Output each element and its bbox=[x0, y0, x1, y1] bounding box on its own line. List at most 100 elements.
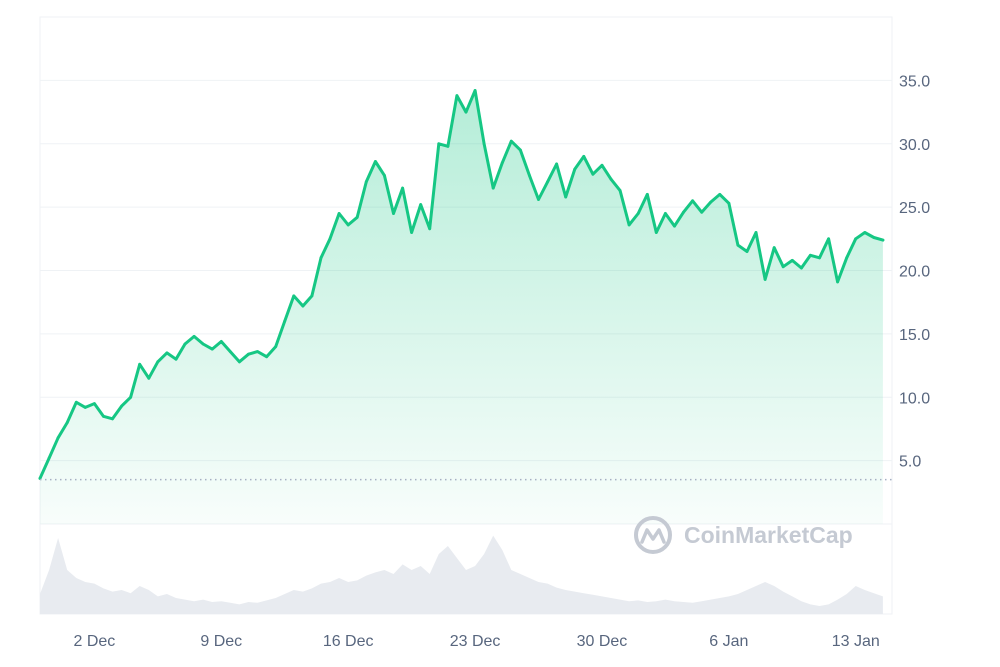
data-point[interactable] bbox=[455, 94, 459, 97]
data-point[interactable] bbox=[56, 436, 60, 440]
data-point[interactable] bbox=[120, 404, 123, 408]
data-point[interactable] bbox=[165, 351, 169, 355]
x-tick-label: 2 Dec bbox=[73, 633, 115, 650]
data-point[interactable] bbox=[428, 227, 432, 231]
data-point[interactable] bbox=[129, 395, 133, 399]
data-point[interactable] bbox=[528, 174, 531, 177]
data-point[interactable] bbox=[473, 89, 477, 92]
data-point[interactable] bbox=[573, 167, 577, 171]
data-point[interactable] bbox=[265, 355, 268, 359]
price-line-group[interactable] bbox=[38, 89, 885, 480]
data-point[interactable] bbox=[183, 342, 187, 346]
y-tick-label: 5.0 bbox=[899, 454, 921, 471]
data-point[interactable] bbox=[74, 400, 78, 404]
data-point[interactable] bbox=[700, 210, 704, 214]
data-point[interactable] bbox=[319, 256, 323, 260]
data-point[interactable] bbox=[410, 231, 413, 234]
data-point[interactable] bbox=[691, 199, 694, 203]
data-point[interactable] bbox=[210, 347, 214, 351]
data-point[interactable] bbox=[401, 186, 404, 190]
data-point[interactable] bbox=[47, 456, 51, 460]
data-point[interactable] bbox=[374, 160, 377, 163]
data-point[interactable] bbox=[664, 212, 667, 215]
data-point[interactable] bbox=[836, 280, 839, 284]
data-point[interactable] bbox=[219, 340, 223, 343]
data-point[interactable] bbox=[673, 224, 676, 228]
data-point[interactable] bbox=[582, 155, 586, 158]
data-point[interactable] bbox=[654, 231, 658, 234]
data-point[interactable] bbox=[754, 231, 758, 234]
data-point[interactable] bbox=[83, 406, 87, 409]
data-point[interactable] bbox=[238, 360, 241, 364]
data-point[interactable] bbox=[763, 278, 767, 281]
data-point[interactable] bbox=[174, 357, 178, 361]
data-point[interactable] bbox=[147, 376, 151, 380]
data-point[interactable] bbox=[328, 237, 332, 241]
data-point[interactable] bbox=[156, 360, 160, 364]
data-point[interactable] bbox=[192, 335, 196, 338]
data-point[interactable] bbox=[437, 142, 441, 146]
data-point[interactable] bbox=[818, 256, 821, 260]
data-point[interactable] bbox=[645, 193, 649, 196]
data-point[interactable] bbox=[800, 266, 803, 270]
data-point[interactable] bbox=[881, 238, 885, 242]
data-point[interactable] bbox=[93, 402, 96, 405]
data-point[interactable] bbox=[383, 174, 386, 177]
data-point[interactable] bbox=[355, 215, 359, 219]
data-point[interactable] bbox=[228, 350, 232, 353]
data-point[interactable] bbox=[682, 210, 685, 214]
data-point[interactable] bbox=[138, 362, 142, 366]
data-point[interactable] bbox=[446, 144, 450, 148]
data-point[interactable] bbox=[301, 304, 305, 308]
data-point[interactable] bbox=[555, 162, 558, 166]
data-point[interactable] bbox=[618, 189, 622, 193]
data-point[interactable] bbox=[790, 259, 794, 262]
data-point[interactable] bbox=[727, 201, 731, 205]
x-tick-label: 6 Jan bbox=[709, 633, 748, 650]
data-point[interactable] bbox=[346, 223, 350, 227]
data-point[interactable] bbox=[636, 212, 640, 215]
data-point[interactable] bbox=[519, 148, 522, 152]
data-point[interactable] bbox=[564, 195, 568, 199]
data-point[interactable] bbox=[509, 139, 513, 143]
data-point[interactable] bbox=[736, 243, 740, 247]
data-point[interactable] bbox=[600, 163, 604, 167]
data-point[interactable] bbox=[500, 161, 504, 165]
data-point[interactable] bbox=[247, 352, 250, 356]
data-point[interactable] bbox=[464, 110, 468, 114]
data-point[interactable] bbox=[65, 421, 69, 424]
data-point[interactable] bbox=[609, 177, 613, 181]
data-point[interactable] bbox=[845, 256, 849, 260]
data-point[interactable] bbox=[482, 142, 486, 146]
data-point[interactable] bbox=[591, 172, 595, 176]
data-point[interactable] bbox=[781, 265, 785, 269]
data-point[interactable] bbox=[772, 246, 776, 250]
data-point[interactable] bbox=[201, 342, 205, 346]
data-point[interactable] bbox=[863, 231, 867, 234]
data-point[interactable] bbox=[809, 253, 812, 257]
data-point[interactable] bbox=[310, 294, 314, 298]
data-point[interactable] bbox=[537, 198, 540, 201]
data-point[interactable] bbox=[827, 237, 830, 241]
data-point[interactable] bbox=[627, 223, 631, 227]
price-line[interactable] bbox=[38, 89, 885, 480]
data-point[interactable] bbox=[745, 250, 749, 253]
data-point[interactable] bbox=[337, 212, 341, 215]
data-point[interactable] bbox=[274, 345, 278, 348]
data-point[interactable] bbox=[102, 414, 105, 418]
data-point[interactable] bbox=[854, 237, 858, 241]
data-point[interactable] bbox=[546, 180, 549, 184]
data-point[interactable] bbox=[419, 203, 423, 207]
data-point[interactable] bbox=[491, 186, 495, 190]
data-point[interactable] bbox=[256, 350, 259, 353]
data-point[interactable] bbox=[392, 212, 395, 215]
data-point[interactable] bbox=[283, 319, 287, 323]
data-point[interactable] bbox=[872, 236, 876, 239]
data-point[interactable] bbox=[709, 200, 713, 204]
data-point[interactable] bbox=[292, 294, 296, 298]
data-point[interactable] bbox=[718, 193, 722, 196]
data-point[interactable] bbox=[364, 180, 368, 184]
data-point[interactable] bbox=[111, 417, 114, 421]
